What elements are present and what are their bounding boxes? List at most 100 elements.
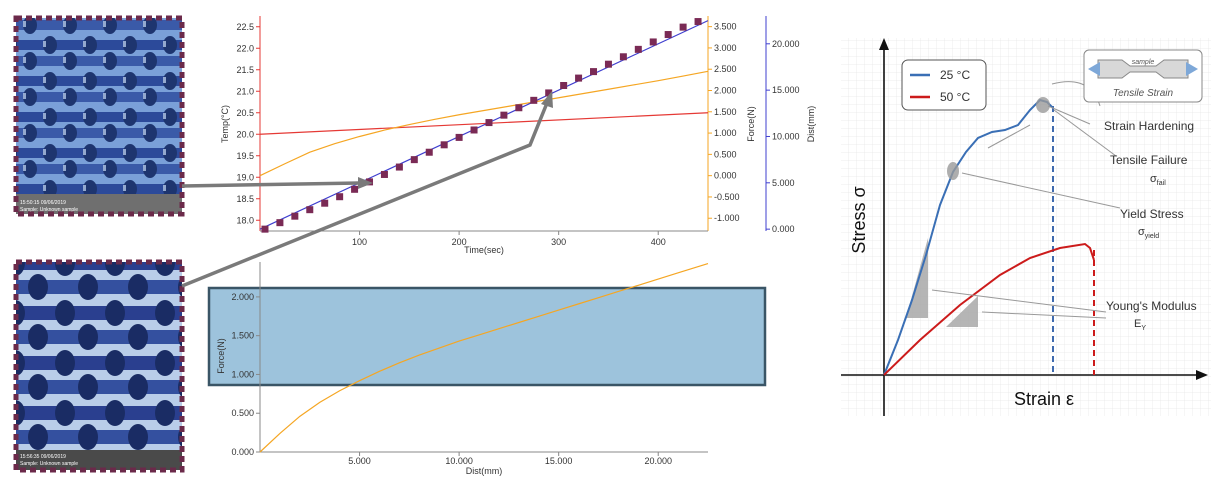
- strain-axis-arrow: [1196, 370, 1208, 380]
- force-tick-label: 0.500: [714, 149, 737, 159]
- legend: 25 °C 50 °C: [901, 59, 987, 111]
- time-tick-label: 400: [651, 237, 666, 247]
- temp-tick-label: 18.0: [236, 215, 254, 225]
- sample-label: sample: [1132, 59, 1155, 66]
- tensile-failure-pointer: [1053, 109, 1117, 157]
- dist-sample-marker: [440, 141, 448, 149]
- dist-tick-label: 5.000: [772, 178, 795, 188]
- annotation-tensile-failure: Tensile Failure: [1110, 153, 1188, 167]
- force2-tick-label: 1.500: [231, 331, 254, 341]
- youngs-modulus-triangle-blue: [906, 238, 928, 318]
- distance-chart: 5.000 10.000 15.000 20.000 0.000 0.500 1.000 1.…: [207, 262, 767, 476]
- annotation-strain-hardening: Strain Hardening: [1104, 119, 1194, 133]
- dist-sample-marker: [530, 96, 538, 104]
- dist2-axis-label: Dist(mm): [466, 466, 503, 476]
- legend-label-50c: 50 °C: [940, 90, 970, 104]
- time-tick-label: 200: [452, 237, 467, 247]
- force-tick-label: 3.500: [714, 22, 737, 32]
- dist-sample-marker: [291, 212, 299, 220]
- dist-sample-marker: [604, 60, 612, 68]
- dist-sample-marker: [575, 74, 583, 82]
- connector-arrow-top: [181, 181, 361, 188]
- stress-axis-arrow: [879, 38, 889, 50]
- force-tick-label: 2.000: [714, 86, 737, 96]
- failure-point-marker: [1036, 97, 1050, 113]
- dist2-tick-label: 15.000: [545, 456, 573, 466]
- time-chart: 100 200 300 400 18.0 18.5 19.0 19.5 20.0 20.5 21.0…: [220, 16, 816, 255]
- dist2-tick-label: 5.000: [348, 456, 371, 466]
- dist-sample-marker: [306, 206, 314, 214]
- time-tick-label: 300: [551, 237, 566, 247]
- dist-sample-marker: [380, 170, 388, 178]
- dist-sample-marker: [634, 45, 642, 53]
- dist2-tick-label: 10.000: [445, 456, 473, 466]
- dist-sample-marker: [500, 111, 508, 119]
- micrograph-bottom-caption-1: 15:56:35 09/06/2019: [20, 454, 66, 460]
- dist-sample-marker: [694, 18, 702, 26]
- dist-sample-marker: [470, 126, 478, 134]
- force2-tick-label: 1.000: [231, 369, 254, 379]
- force-tick-label: 3.000: [714, 43, 737, 53]
- series-dist: [259, 20, 709, 230]
- stress-axis-label: Stress σ: [849, 186, 869, 253]
- annotation-youngs-modulus-symbol: EY: [1134, 318, 1146, 332]
- dist-sample-marker: [515, 104, 523, 112]
- temp-tick-label: 19.0: [236, 172, 254, 182]
- series-force: [259, 70, 709, 177]
- yield-stress-pointer: [961, 172, 1121, 209]
- dist-sample-marker: [590, 68, 598, 76]
- sample-inset: sample Tensile Strain: [1083, 49, 1203, 103]
- dist-tick-label: 15.000: [772, 85, 800, 95]
- force-tick-label: -1.000: [714, 213, 740, 223]
- micrograph-top-caption-1: 15:50:15 09/06/2019: [20, 200, 66, 206]
- temp-tick-label: 20.0: [236, 129, 254, 139]
- dist-tick-label: 10.000: [772, 131, 800, 141]
- youngs-pointer-1: [931, 289, 1107, 313]
- yield-point-marker: [947, 162, 959, 180]
- dist-sample-marker: [351, 185, 359, 193]
- sample-caption: Tensile Strain: [1113, 88, 1174, 99]
- youngs-modulus-triangle-red: [946, 296, 978, 327]
- series-temp: [259, 112, 709, 135]
- series-force-vs-dist: [259, 262, 709, 453]
- micrograph-bottom: 15:56:35 09/06/2019 Sample: Unknown samp…: [13, 259, 185, 473]
- strain-hardening-pointer: [1047, 105, 1091, 125]
- annotation-tensile-failure-symbol: σfail: [1150, 173, 1166, 187]
- force2-tick-label: 2.000: [231, 292, 254, 302]
- dist-sample-marker: [336, 193, 344, 201]
- temp-tick-label: 20.5: [236, 108, 254, 118]
- legend-label-25c: 25 °C: [940, 68, 970, 82]
- dist-sample-marker: [679, 23, 687, 31]
- dist-sample-marker: [455, 133, 463, 141]
- temp-tick-label: 22.0: [236, 43, 254, 53]
- dist-sample-marker: [560, 82, 568, 90]
- temp-tick-label: 21.0: [236, 86, 254, 96]
- connector-arrowhead-top: [358, 177, 373, 189]
- temp-tick-label: 19.5: [236, 151, 254, 161]
- dist-sample-marker: [425, 148, 433, 156]
- connector-arrow-bottom: [181, 102, 549, 288]
- micrograph-bottom-caption-2: Sample: Unknown sample: [20, 461, 78, 467]
- strain-axis-label: Strain ε: [1014, 389, 1074, 409]
- annotation-youngs-modulus: Young's Modulus: [1106, 299, 1197, 313]
- dist-sample-marker: [395, 163, 403, 171]
- dist-sample-marker: [545, 89, 553, 97]
- dist-sample-marker: [321, 199, 329, 207]
- curve-50c: [883, 242, 1095, 376]
- temp-tick-label: 21.5: [236, 65, 254, 75]
- highlight-band: [207, 286, 767, 387]
- dist-sample-marker: [261, 225, 269, 233]
- force2-tick-label: 0.500: [231, 408, 254, 418]
- micrograph-top-caption-2: Sample: Unknown sample: [20, 207, 78, 213]
- force-tick-label: 0.000: [714, 171, 737, 181]
- time-tick-label: 100: [352, 237, 367, 247]
- temp-tick-label: 22.5: [236, 22, 254, 32]
- dist-tick-label: 0.000: [772, 224, 795, 234]
- youngs-pointer-2: [981, 311, 1107, 319]
- dist-sample-marker: [276, 219, 284, 227]
- annotation-yield-stress-symbol: σyield: [1138, 226, 1159, 240]
- dist-sample-marker: [649, 38, 657, 46]
- sample-arrow-left: [1088, 62, 1100, 76]
- force-axis-label: Force(N): [746, 106, 756, 142]
